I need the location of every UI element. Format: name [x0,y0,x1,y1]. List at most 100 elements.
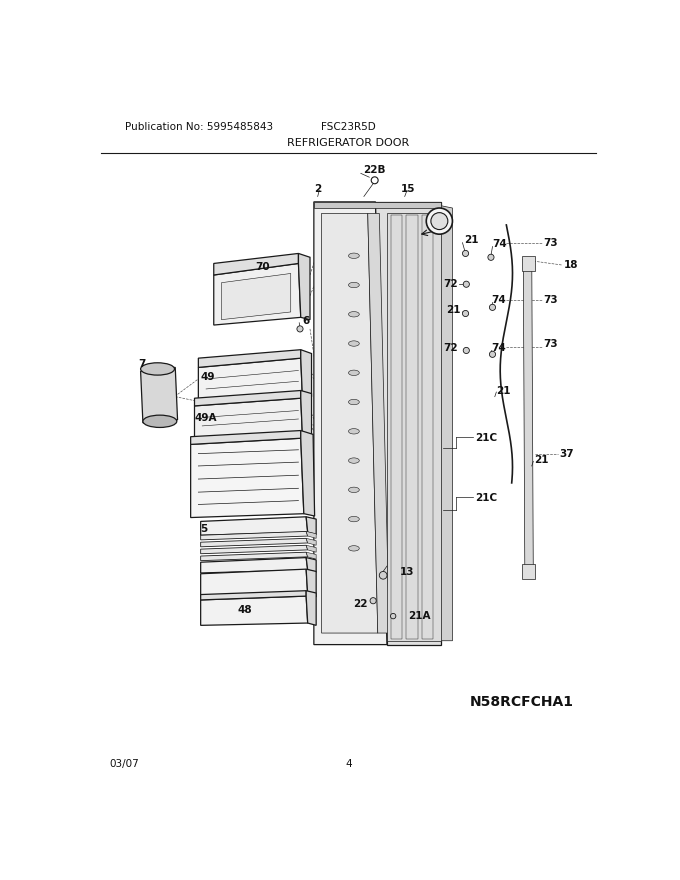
Ellipse shape [348,282,359,288]
Polygon shape [314,202,387,644]
Ellipse shape [348,546,359,551]
Polygon shape [375,202,441,644]
Text: 49: 49 [201,372,215,383]
Ellipse shape [348,370,359,376]
Polygon shape [306,546,316,553]
Text: 15: 15 [401,184,415,194]
Polygon shape [522,564,535,579]
Polygon shape [201,539,307,546]
Polygon shape [199,358,303,402]
Polygon shape [214,253,299,275]
Polygon shape [201,553,307,561]
Text: 5: 5 [201,524,208,534]
Polygon shape [306,539,316,546]
Polygon shape [201,546,307,554]
Ellipse shape [390,613,396,619]
Ellipse shape [348,517,359,522]
Text: 72: 72 [443,279,458,290]
Text: REFRIGERATOR DOOR: REFRIGERATOR DOOR [288,137,409,148]
Polygon shape [306,532,316,539]
Ellipse shape [431,213,448,230]
Ellipse shape [462,311,469,317]
Polygon shape [141,368,177,423]
Polygon shape [201,558,307,573]
Text: Publication No: 5995485843: Publication No: 5995485843 [125,122,273,132]
Text: 37: 37 [560,449,574,458]
Text: 74: 74 [492,343,507,353]
Text: 2: 2 [314,184,322,194]
Text: 72: 72 [443,343,458,353]
Text: 74: 74 [492,239,507,249]
Polygon shape [306,517,316,534]
Text: 21: 21 [534,455,549,465]
Ellipse shape [141,363,175,375]
Polygon shape [301,430,315,516]
Ellipse shape [488,254,494,260]
Polygon shape [322,213,378,633]
Text: 21C: 21C [475,433,497,444]
Polygon shape [201,532,307,539]
Text: 74: 74 [492,296,507,305]
Text: 21C: 21C [475,494,497,503]
Text: 50: 50 [428,211,440,220]
Ellipse shape [490,351,496,357]
Polygon shape [522,256,535,271]
Polygon shape [387,213,441,641]
Text: 6: 6 [303,316,309,326]
Text: 73: 73 [543,296,558,305]
Text: N58RCFCHA1: N58RCFCHA1 [470,695,574,709]
Polygon shape [306,590,316,626]
Ellipse shape [297,326,303,332]
Ellipse shape [463,282,469,288]
Text: 03/07: 03/07 [109,759,139,769]
Text: FSC23R5D: FSC23R5D [321,122,376,132]
Ellipse shape [463,348,469,354]
Polygon shape [368,213,390,633]
Text: 73: 73 [543,340,558,349]
Ellipse shape [348,400,359,405]
Polygon shape [214,263,301,325]
Text: 21: 21 [496,385,511,395]
Polygon shape [190,430,301,444]
Ellipse shape [348,341,359,346]
Polygon shape [299,253,310,319]
Ellipse shape [426,208,452,234]
Polygon shape [201,517,307,535]
Text: 49A: 49A [194,414,217,423]
Text: 73: 73 [543,238,558,247]
Polygon shape [201,569,307,597]
Polygon shape [194,398,303,438]
Polygon shape [524,260,533,576]
Text: 22: 22 [353,598,368,609]
Ellipse shape [348,458,359,463]
Ellipse shape [371,177,378,184]
Polygon shape [199,349,301,368]
Ellipse shape [379,571,387,579]
Ellipse shape [143,415,177,428]
Text: 13: 13 [400,568,415,577]
Ellipse shape [370,598,376,604]
Ellipse shape [348,253,359,259]
Text: 7: 7 [139,358,146,369]
Ellipse shape [462,250,469,257]
Polygon shape [201,596,307,626]
Polygon shape [194,391,301,406]
Polygon shape [306,553,316,559]
Polygon shape [301,349,311,397]
Ellipse shape [348,312,359,317]
Polygon shape [201,590,306,600]
Text: 18: 18 [563,260,578,270]
Text: 48: 48 [237,605,252,615]
Text: 21A: 21A [408,611,430,621]
Polygon shape [222,274,291,319]
Text: 70: 70 [255,262,269,272]
Text: 4: 4 [345,759,352,769]
Text: 22B: 22B [362,165,385,175]
Polygon shape [301,391,311,435]
Text: 21: 21 [464,235,479,246]
Polygon shape [306,569,316,597]
Polygon shape [190,438,304,517]
Ellipse shape [490,304,496,311]
Ellipse shape [348,488,359,493]
Ellipse shape [348,429,359,434]
